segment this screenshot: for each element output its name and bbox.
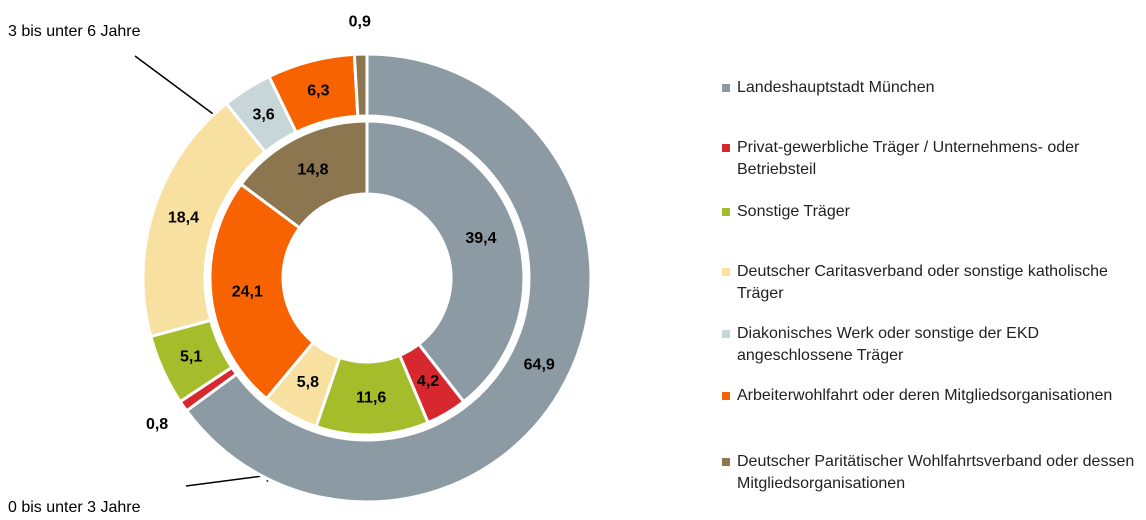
legend-label: Arbeiterwohlfahrt oder deren Mitgliedsor…	[737, 387, 1113, 404]
legend-swatch	[722, 208, 730, 216]
legend-swatch	[722, 330, 730, 338]
legend-label: Sonstige Träger	[737, 203, 850, 220]
value-label: 0,9	[349, 13, 371, 30]
value-label: 18,4	[168, 210, 199, 227]
value-label: 14,8	[297, 162, 328, 179]
value-label: 6,3	[307, 82, 329, 99]
value-label: 4,2	[417, 373, 439, 390]
ring-label: 0 bis unter 3 Jahre	[8, 499, 141, 516]
donut-segment	[238, 119, 369, 230]
value-label: 5,1	[180, 349, 202, 366]
value-label: 3,6	[252, 106, 274, 123]
legend-swatch	[722, 84, 730, 92]
ring-label: 3 bis unter 6 Jahre	[8, 23, 141, 40]
donut-segment	[208, 182, 316, 401]
legend-swatch	[722, 268, 730, 276]
legend-label: Landeshauptstadt München	[737, 79, 935, 96]
legend-label: Deutscher Paritätischer Wohlfahrtsverban…	[737, 453, 1135, 492]
donut-segment	[352, 52, 369, 118]
value-label: 5,8	[297, 374, 319, 391]
legend-label: Privat-gewerbliche Träger / Unternehmens…	[737, 139, 1080, 178]
value-label: 64,9	[524, 356, 555, 373]
value-label: 0,8	[146, 416, 168, 433]
donut-segment	[184, 52, 593, 504]
value-label: 24,1	[232, 283, 263, 300]
donut-segment	[365, 119, 526, 404]
value-label: 11,6	[356, 390, 386, 407]
legend-swatch	[722, 144, 730, 152]
legend-swatch	[722, 392, 730, 400]
value-label: 39,4	[465, 230, 496, 247]
legend-label: Deutscher Caritasverband oder sonstige k…	[737, 263, 1108, 302]
legend-swatch	[722, 458, 730, 466]
legend-label: Diakonisches Werk oder sonstige der EKD …	[737, 325, 1040, 364]
